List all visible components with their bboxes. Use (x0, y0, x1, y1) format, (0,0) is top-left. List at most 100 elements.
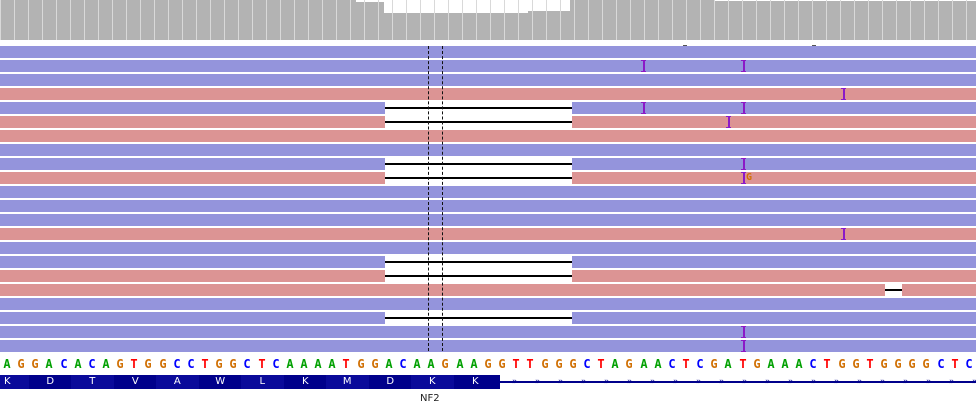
read-alignment[interactable] (0, 130, 976, 142)
insertion-marker[interactable] (741, 102, 746, 114)
reference-base: T (739, 357, 747, 371)
insertion-marker[interactable] (741, 158, 746, 170)
strand-arrow-icon: » (719, 377, 725, 387)
reference-base: G (498, 357, 506, 371)
reference-base: C (173, 357, 181, 371)
coverage-tick (952, 0, 953, 40)
deletion-gap (385, 172, 572, 184)
coverage-track[interactable] (0, 0, 976, 40)
reference-base: A (767, 357, 775, 371)
coverage-tick (910, 0, 911, 40)
read-alignment[interactable] (0, 214, 976, 226)
insertion-marker[interactable] (741, 172, 746, 184)
insertion-marker[interactable] (641, 60, 646, 72)
coverage-tick (644, 0, 645, 40)
reference-base: A (611, 357, 619, 371)
coverage-tick (420, 0, 421, 40)
read-alignment[interactable] (0, 74, 976, 86)
coverage-tick (896, 0, 897, 40)
coverage-bar (714, 1, 976, 40)
read-alignment[interactable] (0, 88, 976, 100)
coverage-tick (126, 0, 127, 40)
read-alignment[interactable] (0, 200, 976, 212)
alignment-track[interactable]: G (0, 46, 976, 352)
deletion-line (885, 289, 902, 291)
read-alignment[interactable]: G (0, 172, 976, 184)
coverage-tick (0, 0, 1, 40)
coverage-tick (266, 0, 267, 40)
coverage-tick (238, 0, 239, 40)
coverage-tick (588, 0, 589, 40)
read-alignment[interactable] (0, 312, 976, 324)
coverage-tick (336, 0, 337, 40)
coverage-tick (826, 0, 827, 40)
deletion-line (385, 107, 572, 109)
reference-base: C (668, 357, 676, 371)
reference-base: A (413, 357, 421, 371)
coverage-tick (686, 0, 687, 40)
mismatch-base[interactable]: G (746, 172, 753, 183)
read-alignment[interactable] (0, 284, 976, 296)
reference-base: A (385, 357, 393, 371)
coverage-tick (280, 0, 281, 40)
insertion-marker[interactable] (741, 60, 746, 72)
read-alignment[interactable] (0, 256, 976, 268)
read-alignment[interactable] (0, 116, 976, 128)
coverage-tick (182, 0, 183, 40)
reference-base: C (965, 357, 973, 371)
gene-name-label[interactable]: NF2 (420, 393, 440, 404)
insertion-marker[interactable] (741, 326, 746, 338)
reference-base: A (427, 357, 435, 371)
coverage-tick (504, 0, 505, 40)
insertion-stem (743, 158, 745, 170)
deletion-line (385, 121, 572, 123)
strand-arrow-icon: » (696, 377, 702, 387)
amino-acid-label: D (369, 375, 412, 389)
insertion-marker[interactable] (841, 228, 846, 240)
read-alignment[interactable] (0, 46, 976, 58)
read-alignment[interactable] (0, 340, 976, 352)
insertion-marker[interactable] (726, 116, 731, 128)
deletion-gap (385, 158, 572, 170)
reference-base: T (130, 357, 138, 371)
coverage-tick (448, 0, 449, 40)
read-alignment[interactable] (0, 144, 976, 156)
reference-base: T (342, 357, 350, 371)
amino-acid-label: M (326, 375, 369, 389)
insertion-marker[interactable] (641, 102, 646, 114)
coverage-tick (784, 0, 785, 40)
deletion-gap (385, 102, 572, 114)
read-alignment[interactable] (0, 270, 976, 282)
coverage-tick (252, 0, 253, 40)
insertion-marker[interactable] (841, 88, 846, 100)
coverage-bar (470, 15, 500, 40)
reference-base: T (682, 357, 690, 371)
coverage-tick (154, 0, 155, 40)
amino-acid-label: A (156, 375, 199, 389)
read-alignment[interactable] (0, 298, 976, 310)
coverage-tick (224, 0, 225, 40)
reference-base: G (357, 357, 365, 371)
coverage-tick (546, 0, 547, 40)
read-alignment[interactable] (0, 186, 976, 198)
coverage-tick (14, 0, 15, 40)
reference-base: C (60, 357, 68, 371)
reference-base: A (795, 357, 803, 371)
coverage-tick (742, 0, 743, 40)
read-alignment[interactable] (0, 60, 976, 72)
reference-base: G (894, 357, 902, 371)
read-alignment[interactable] (0, 326, 976, 338)
reference-base: G (555, 357, 563, 371)
amino-acid-label: D (29, 375, 72, 389)
read-alignment[interactable] (0, 242, 976, 254)
read-alignment[interactable] (0, 158, 976, 170)
read-alignment[interactable] (0, 228, 976, 240)
insertion-marker[interactable] (741, 340, 746, 352)
read-alignment[interactable] (0, 102, 976, 114)
coverage-tick (756, 0, 757, 40)
strand-arrow-icon: » (535, 377, 541, 387)
coverage-marker (683, 45, 687, 46)
coverage-tick (714, 0, 715, 40)
